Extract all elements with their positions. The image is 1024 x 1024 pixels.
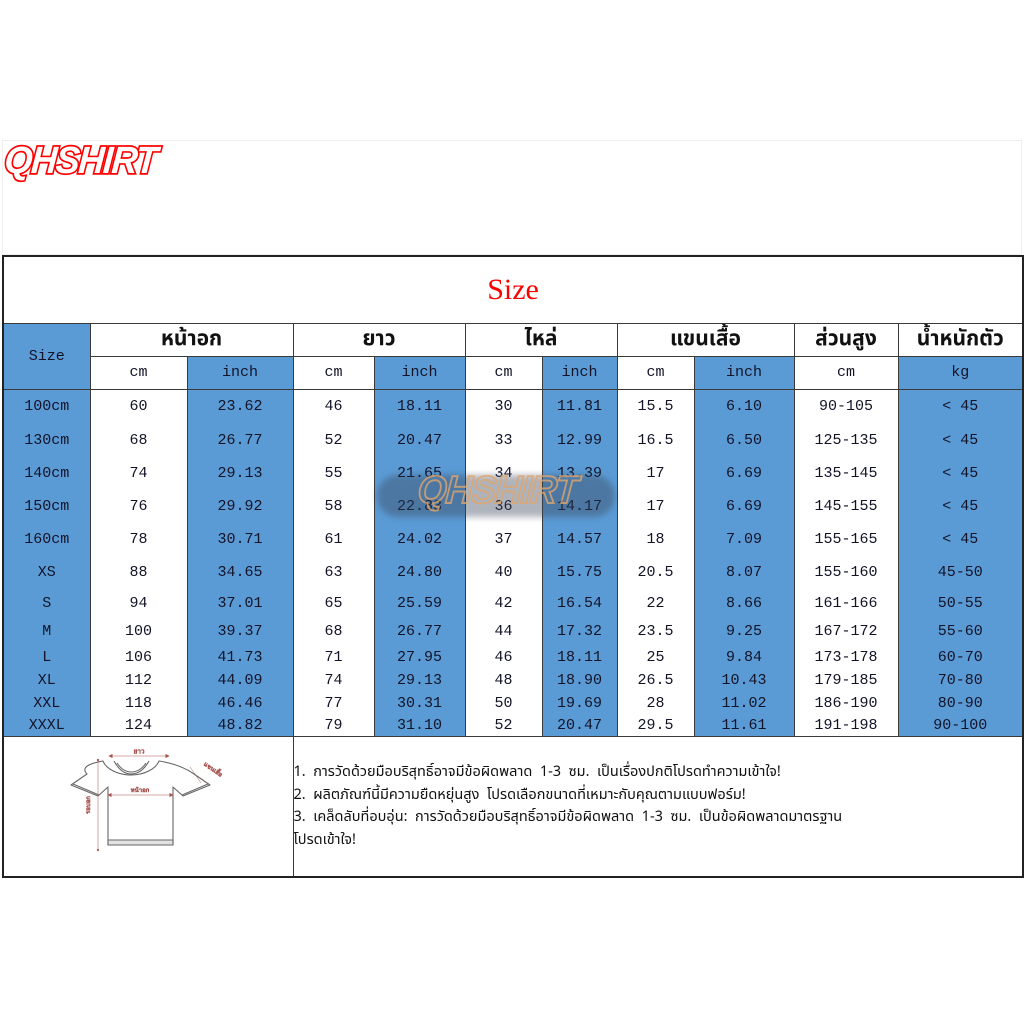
- svg-text:ยาว: ยาว: [133, 748, 144, 755]
- svg-text:หน้าอก: หน้าอก: [131, 787, 150, 794]
- svg-text:แขนเสื้อ: แขนเสื้อ: [202, 758, 226, 779]
- svg-text:รอบอก: รอบอก: [85, 795, 92, 813]
